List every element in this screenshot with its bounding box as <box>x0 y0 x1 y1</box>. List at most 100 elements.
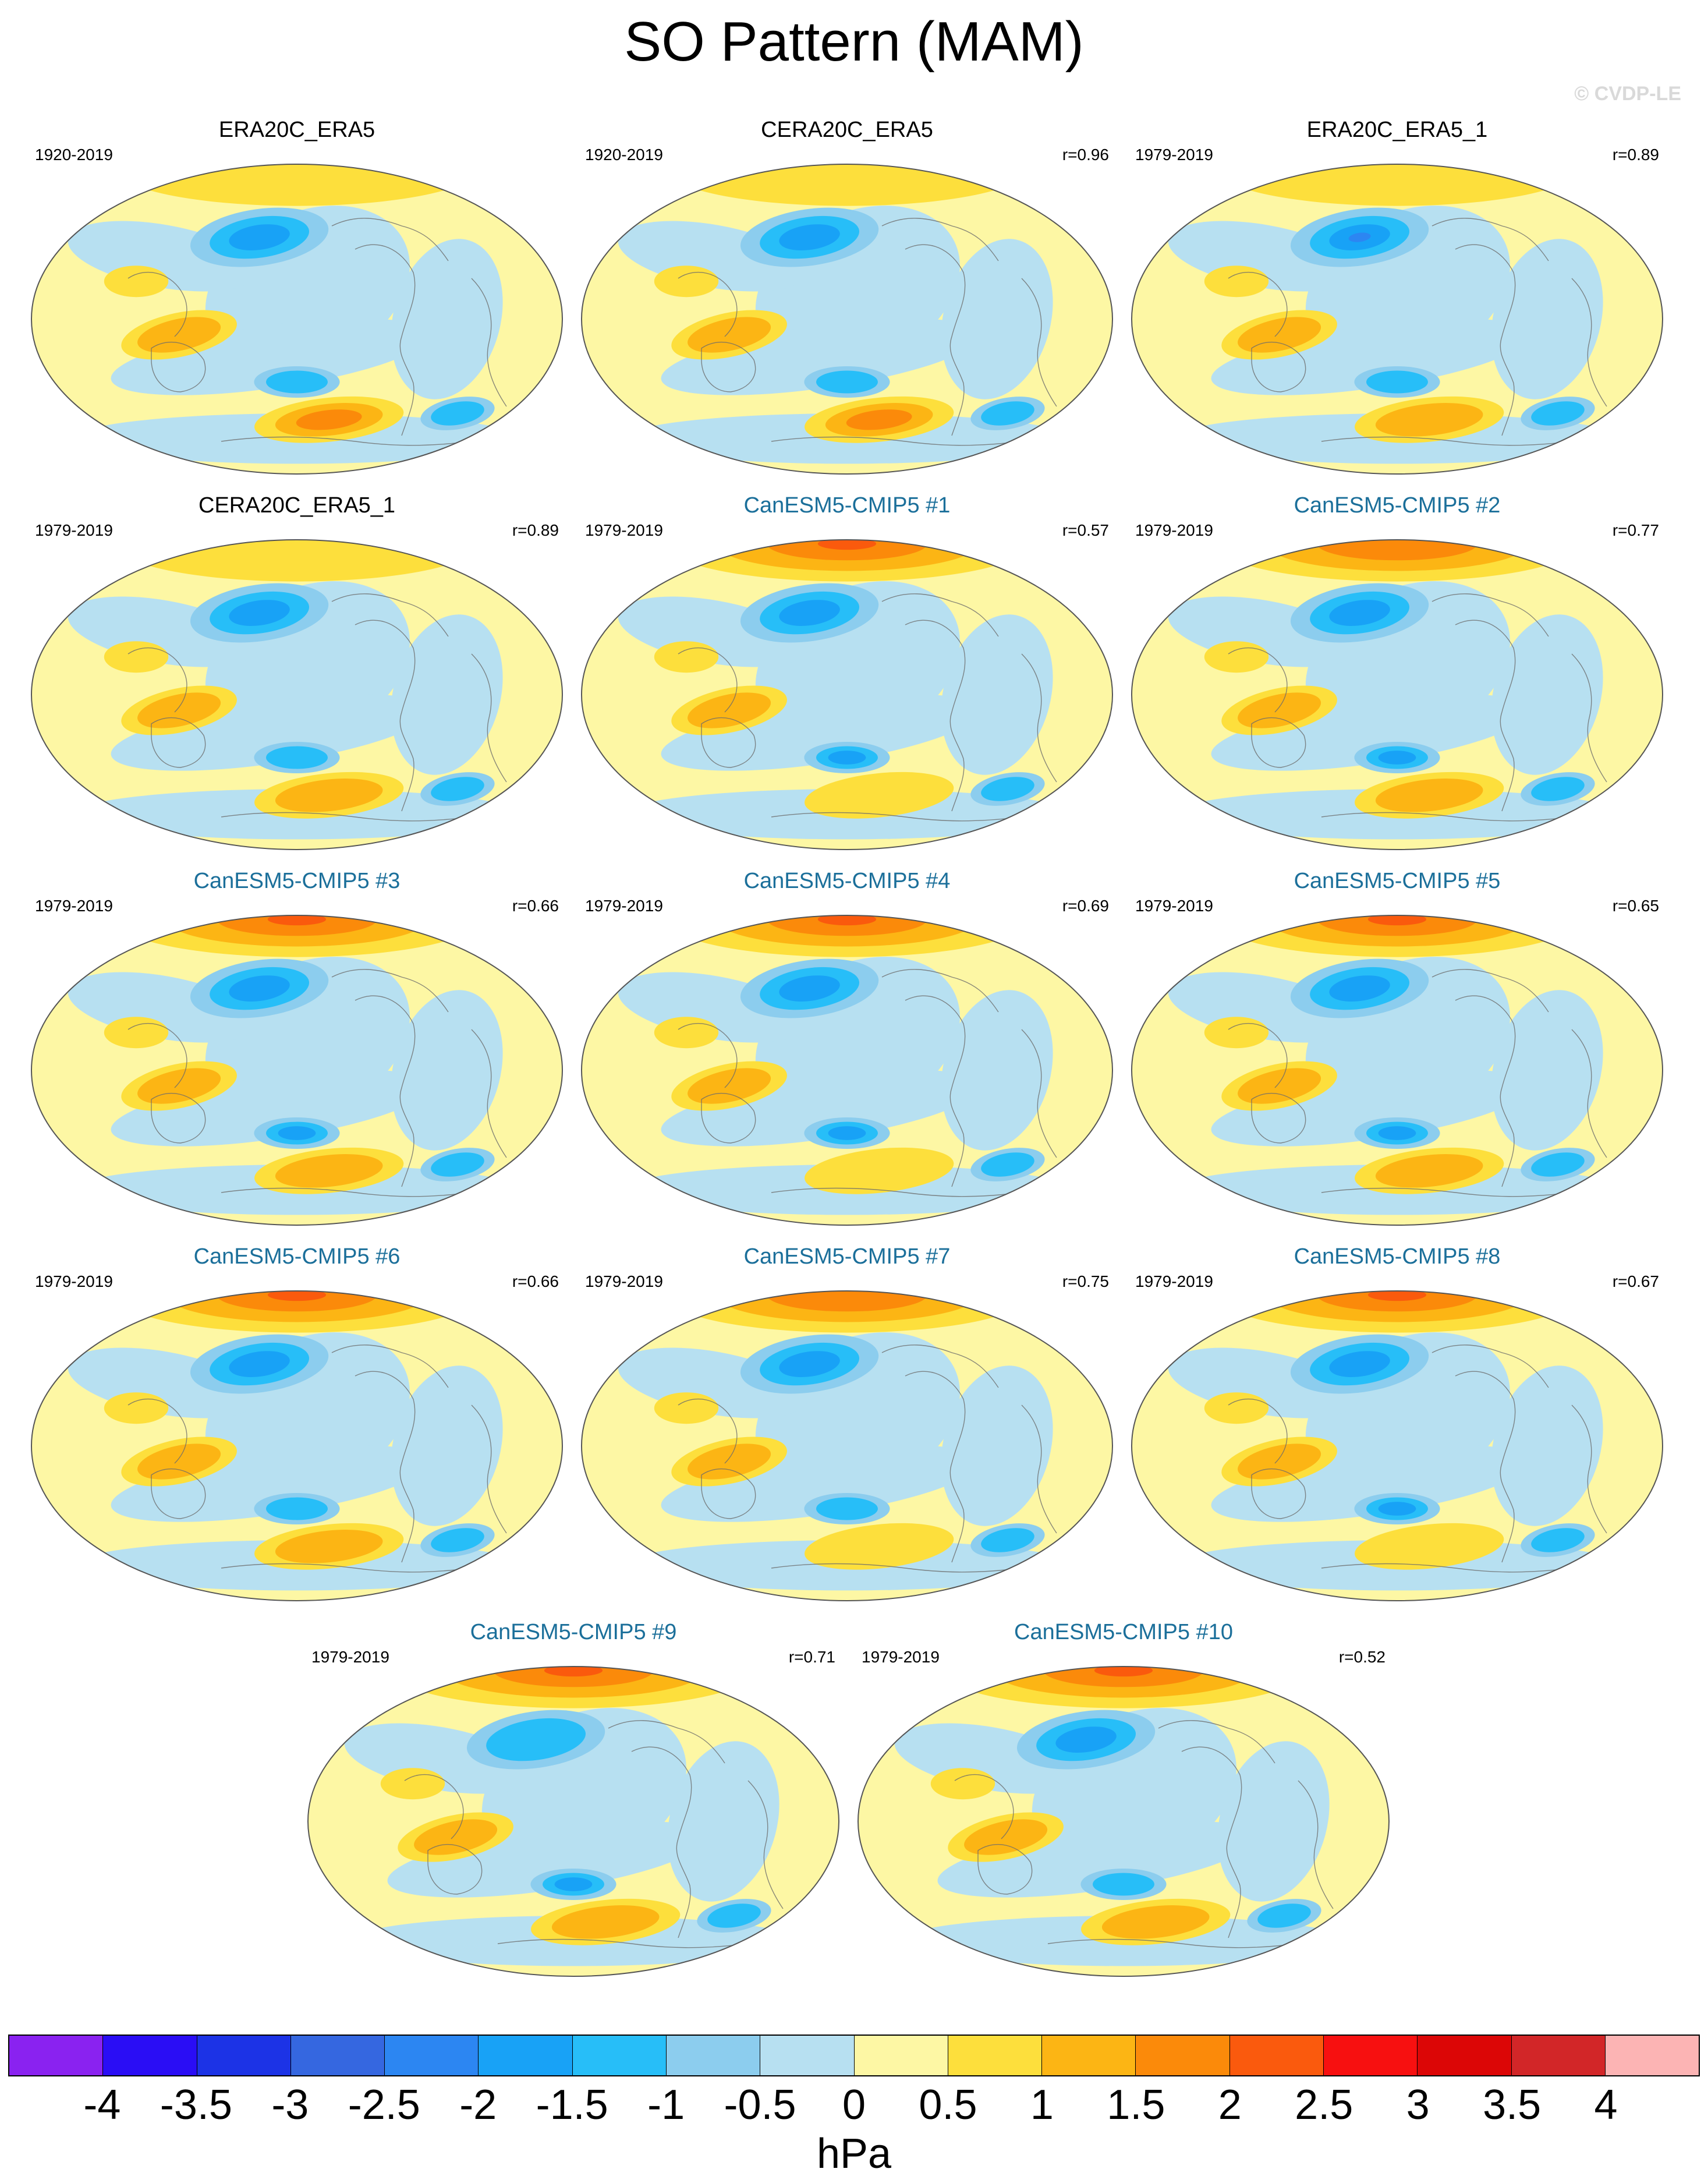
panel-correlation: r=0.65 <box>1612 897 1659 915</box>
atlantic-negative-region <box>1491 1365 1603 1526</box>
south-pacific-negative-band <box>661 1445 980 1522</box>
panel-period: 1979-2019 <box>35 897 113 915</box>
south-pacific-negative-centre <box>816 1497 878 1520</box>
arctic-positive-anomaly <box>767 1291 927 1312</box>
colorbar-tick-label: -2.5 <box>348 2082 420 2128</box>
coastline-segment <box>771 1563 1022 1573</box>
amundsen-sea-high <box>1375 779 1483 812</box>
coastline-segment <box>127 1398 187 1464</box>
panel-title: ERA20C_ERA5_1 <box>1306 118 1488 142</box>
australia-positive-anomaly <box>414 1819 498 1855</box>
south-atlantic-negative-centre <box>431 401 484 426</box>
panel-correlation: r=0.52 <box>1338 1648 1385 1666</box>
coastline-segment <box>1228 1022 1288 1088</box>
coastline-segment <box>678 1398 738 1464</box>
colorbar-tick-label: -3 <box>271 2082 309 2128</box>
south-atlantic-negative-centre <box>981 777 1034 801</box>
coastline-segment <box>127 271 187 337</box>
south-atlantic-negative-centre <box>1531 777 1585 801</box>
coastline-segment <box>1251 717 1306 768</box>
panel-title: CanESM5-CMIP5 #8 <box>1294 1244 1501 1269</box>
colorbar-tick-label: 3.5 <box>1483 2082 1542 2128</box>
coastline-segment <box>221 812 472 822</box>
map-panel: CanESM5-CMIP5 #7 1979-2019 r=0.75 <box>573 1243 1121 1604</box>
south-pacific-negative-band <box>387 1820 706 1898</box>
globe-outline <box>1131 164 1663 475</box>
coastline-segment <box>678 271 738 337</box>
panel-period: 1979-2019 <box>1135 1272 1213 1290</box>
coastline-segment <box>221 1563 472 1573</box>
coastline-segment <box>221 1187 472 1197</box>
atlantic-negative-region <box>667 1741 779 1902</box>
coastline-segment <box>1251 1092 1306 1144</box>
indian-ocean-positive-anomaly <box>104 266 169 298</box>
colorbar-segment <box>854 2036 948 2075</box>
coastline-segment <box>331 969 449 1013</box>
globe-outline <box>1131 539 1663 850</box>
colorbar-segment <box>197 2036 291 2075</box>
colorbar-tick-label: 2 <box>1218 2082 1242 2128</box>
panel-correlation: r=0.96 <box>1062 146 1109 164</box>
coastline-segment <box>701 341 756 392</box>
panel-title: CanESM5-CMIP5 #6 <box>193 1244 401 1269</box>
globe-outline <box>581 164 1113 475</box>
globe-outline <box>1131 915 1663 1226</box>
coastline-segment <box>1228 647 1288 713</box>
south-pacific-negative-band <box>1211 694 1530 771</box>
indian-ocean-positive-anomaly <box>1204 1392 1269 1424</box>
slp-anomaly-map <box>581 1290 1113 1601</box>
panel-period: 1979-2019 <box>1135 146 1213 164</box>
north-pacific-low <box>1055 1726 1117 1753</box>
colorbar-tick-label: -2 <box>459 2082 497 2128</box>
coastlines <box>1228 969 1607 1197</box>
atlantic-negative-region <box>1491 990 1603 1151</box>
panel-correlation: r=0.75 <box>1062 1272 1109 1290</box>
panel-correlation: r=0.67 <box>1612 1272 1659 1290</box>
slp-anomaly-map <box>581 915 1113 1226</box>
arctic-positive-anomaly <box>1367 1291 1427 1301</box>
coastline-segment <box>1021 1404 1057 1534</box>
map-panel: CanESM5-CMIP5 #6 1979-2019 r=0.66 <box>23 1243 570 1604</box>
south-pacific-negative-centre <box>266 370 328 394</box>
globe-outline <box>581 539 1113 850</box>
amundsen-sea-high <box>296 409 362 430</box>
colorbar-segment <box>1323 2036 1418 2075</box>
coastlines <box>127 593 507 822</box>
panel-title: CanESM5-CMIP5 #10 <box>1014 1620 1233 1644</box>
south-pacific-negative-band <box>1211 1445 1530 1522</box>
panel-title: CanESM5-CMIP5 #4 <box>743 869 951 893</box>
coastline-segment <box>678 1022 738 1088</box>
coastline-segment <box>701 1092 756 1144</box>
arctic-positive-anomaly <box>1317 540 1477 561</box>
colorbar-tick-label: 1.5 <box>1107 2082 1165 2128</box>
atlantic-negative-region <box>1217 1741 1330 1902</box>
australia-positive-anomaly <box>688 692 771 728</box>
page-title: SO Pattern (MAM) <box>624 10 1084 73</box>
coastline-segment <box>747 1780 784 1909</box>
south-atlantic-negative-centre <box>431 777 484 801</box>
arctic-positive-anomaly <box>665 164 1029 206</box>
coastlines <box>404 1720 784 1948</box>
coastline-segment <box>954 1774 1014 1839</box>
slp-anomaly-map <box>307 1666 839 1977</box>
coastline-segment <box>471 278 507 407</box>
north-pacific-low <box>1329 600 1390 627</box>
coastline-segment <box>355 244 416 436</box>
panel-title: CanESM5-CMIP5 #9 <box>470 1620 677 1644</box>
amundsen-sea-high <box>1101 1905 1210 1939</box>
globe-outline <box>581 1290 1113 1601</box>
panel-period: 1979-2019 <box>1135 521 1213 539</box>
colorbar-tick-label: 0.5 <box>919 2082 977 2128</box>
colorbar-segment <box>1042 2036 1136 2075</box>
indian-ocean-positive-anomaly <box>930 1768 995 1800</box>
atlantic-negative-region <box>391 614 503 775</box>
south-pacific-negative-centre <box>266 746 328 769</box>
coastlines <box>127 1345 507 1573</box>
south-atlantic-negative-centre <box>431 1152 484 1177</box>
arctic-positive-anomaly <box>817 915 877 926</box>
coastline-segment <box>355 620 416 812</box>
coastlines <box>1228 593 1607 822</box>
colorbar-segment <box>1229 2036 1324 2075</box>
north-pacific-low <box>229 600 290 627</box>
colorbar-segment <box>290 2036 385 2075</box>
